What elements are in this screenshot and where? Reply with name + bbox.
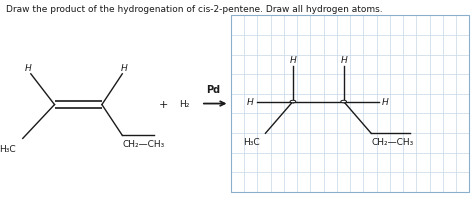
Text: H: H — [247, 98, 254, 106]
Text: H: H — [340, 55, 347, 64]
Bar — [231, 16, 469, 192]
Text: H: H — [290, 55, 296, 64]
Bar — [231, 16, 469, 192]
Text: H₃C: H₃C — [243, 138, 260, 147]
Text: H₂: H₂ — [179, 100, 189, 109]
Text: Pd: Pd — [206, 85, 220, 95]
Text: H₃C: H₃C — [0, 144, 16, 153]
Text: CH₂—CH₃: CH₂—CH₃ — [371, 138, 413, 147]
Text: Draw the product of the hydrogenation of cis-2-pentene. Draw all hydrogen atoms.: Draw the product of the hydrogenation of… — [6, 5, 383, 14]
Text: H: H — [120, 63, 127, 72]
Text: H: H — [25, 63, 32, 72]
Text: H: H — [382, 98, 389, 106]
Circle shape — [341, 101, 346, 103]
Text: +: + — [159, 99, 168, 109]
Text: CH₂—CH₃: CH₂—CH₃ — [122, 140, 164, 149]
Circle shape — [290, 101, 296, 103]
